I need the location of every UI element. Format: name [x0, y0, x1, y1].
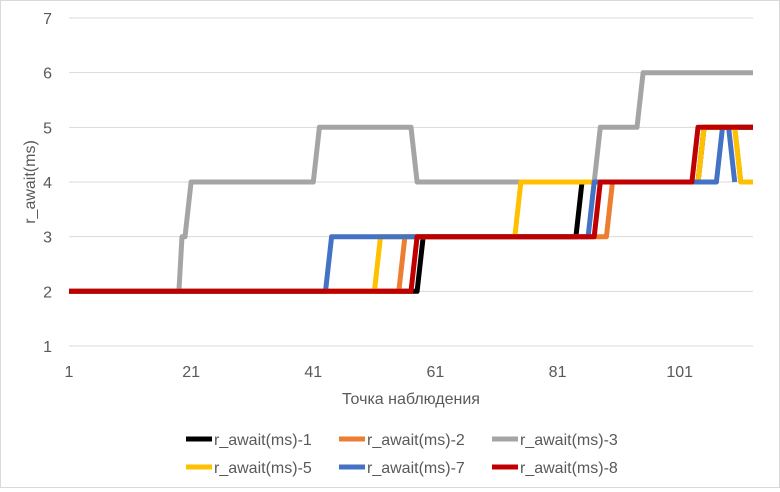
legend-label: r_await(ms)-2 — [367, 432, 465, 449]
series-line-6 — [69, 124, 753, 294]
x-tick-label: 41 — [304, 364, 322, 381]
y-tick-label: 1 — [43, 339, 52, 356]
legend-label: r_await(ms)-8 — [520, 460, 618, 477]
x-tick-label: 21 — [182, 364, 200, 381]
legend-label: r_await(ms)-1 — [214, 432, 312, 449]
x-tick-label: 1 — [65, 364, 74, 381]
x-axis-ticks: 1 21 41 61 81 101 — [65, 364, 694, 381]
y-tick-label: 7 — [43, 11, 52, 28]
series-line-4 — [69, 124, 753, 294]
x-tick-label: 61 — [427, 364, 445, 381]
y-axis-ticks: 1 2 3 4 5 6 7 — [43, 11, 52, 356]
y-tick-label: 6 — [43, 66, 52, 83]
y-axis-label: r_await(ms) — [22, 140, 39, 224]
y-tick-label: 4 — [43, 175, 52, 192]
legend-label: r_await(ms)-3 — [520, 432, 618, 449]
legend-label: r_await(ms)-7 — [367, 460, 465, 477]
x-tick-label: 101 — [666, 364, 693, 381]
x-tick-label: 81 — [549, 364, 567, 381]
series-line-3 — [69, 70, 753, 294]
y-tick-label: 5 — [43, 120, 52, 137]
legend-label: r_await(ms)-5 — [214, 460, 312, 477]
series-line-2 — [69, 124, 744, 294]
series-line-1 — [69, 124, 753, 294]
y-tick-label: 2 — [43, 284, 52, 301]
y-tick-label: 3 — [43, 230, 52, 247]
x-axis-label: Точка наблюдения — [342, 391, 480, 408]
series-lines — [69, 70, 753, 294]
legend: r_await(ms)-1 r_await(ms)-2 r_await(ms)-3r… — [186, 432, 618, 477]
